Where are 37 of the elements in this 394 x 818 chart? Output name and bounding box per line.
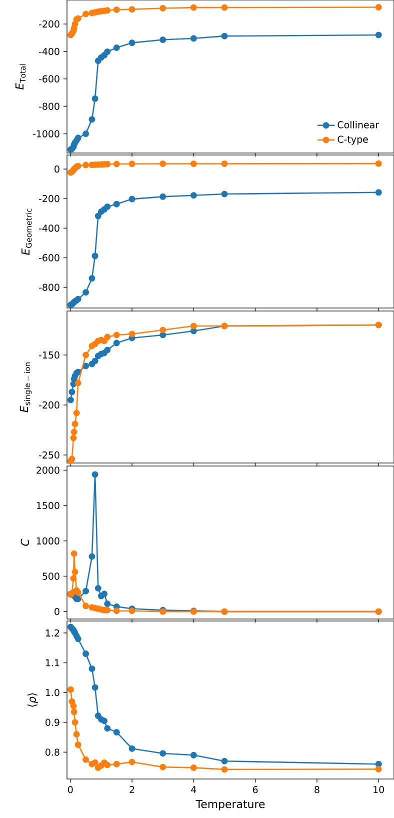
x-tick-label: 4 [191, 786, 196, 793]
legend-label: Collinear [338, 121, 380, 128]
y-tick-label: 0.9 [46, 718, 60, 726]
y-tick-label: 500 [42, 572, 60, 580]
y-axis-title: C [20, 538, 30, 546]
y-tick-label: 1.0 [46, 688, 60, 696]
y-tick-label: -200 [38, 401, 60, 409]
y-tick-label: 0 [54, 165, 60, 173]
y-tick-label: 1000 [36, 537, 60, 544]
y-tick-label: 0 [54, 608, 60, 616]
y-axis-title: $\mathit{E}_{\mathrm{Geometric}}$ [21, 208, 32, 255]
legend-label: C-type [338, 136, 368, 145]
y-tick-label: 1500 [36, 502, 60, 510]
x-tick-label: 10 [374, 786, 384, 794]
x-tick-label: 6 [252, 786, 258, 794]
y-tick-label: -1000 [32, 130, 60, 138]
y-tick-label: -200 [38, 195, 60, 202]
x-tick-label: 2 [130, 786, 134, 794]
y-tick-label: -800 [38, 284, 60, 291]
y-axis-title: ⟨ρ⟩ [27, 693, 38, 707]
y-tick-label: 1.2 [46, 629, 60, 636]
y-tick-label: -250 [38, 451, 60, 459]
x-tick-label: 8 [314, 786, 320, 794]
y-tick-label: -800 [38, 102, 60, 110]
x-axis-title: Temperature [196, 800, 265, 810]
y-tick-label: 0.8 [46, 748, 60, 756]
y-tick-label: -150 [38, 351, 60, 359]
y-tick-label: 1.1 [46, 659, 60, 666]
y-tick-label: 2000 [36, 466, 60, 474]
y-tick-label: -400 [38, 224, 60, 232]
y-tick-label: -200 [38, 20, 60, 28]
y-tick-label: -600 [38, 75, 60, 82]
y-axis-title: $\mathit{E}_{\mathrm{Total}}$ [15, 64, 26, 90]
y-axis-title: $\mathit{E}_{\mathrm{single}\,-\,\mathrm{ion}}$ [20, 362, 32, 412]
x-tick-label: 0 [68, 786, 73, 794]
y-tick-label: -400 [38, 48, 60, 56]
y-tick-label: -600 [38, 254, 60, 262]
